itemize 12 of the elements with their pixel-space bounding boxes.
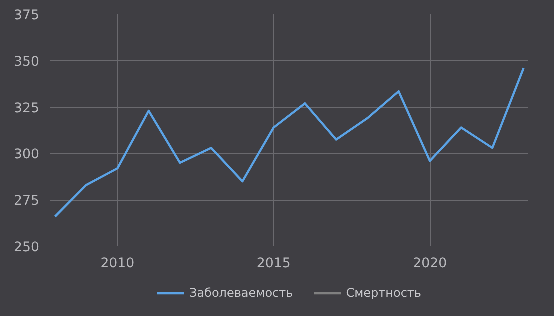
x-tick-label: 2015 xyxy=(256,256,291,272)
line-series xyxy=(54,67,525,218)
legend-label: Заболеваемость xyxy=(190,286,294,300)
y-tick-label: 300 xyxy=(14,148,40,163)
y-tick-label: 350 xyxy=(14,54,40,70)
y-tick-label: 375 xyxy=(14,8,40,24)
x-tick-label: 2020 xyxy=(413,256,448,272)
y-tick-label: 250 xyxy=(14,240,40,256)
y-tick-label: 275 xyxy=(14,194,40,210)
x-tick-label: 2010 xyxy=(100,256,135,272)
y-tick-label: 325 xyxy=(14,101,40,116)
legend-label: Смертность xyxy=(346,286,422,300)
